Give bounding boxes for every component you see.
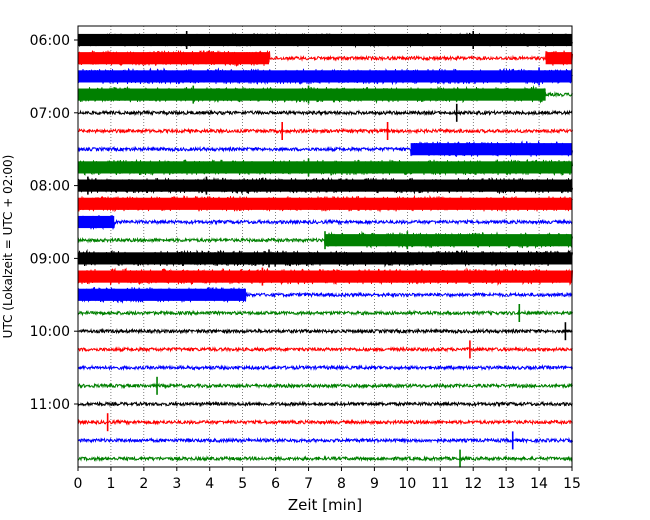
- trace-0815: [77, 194, 573, 213]
- trace-loud-segment: [78, 33, 572, 47]
- trace-1130: [78, 431, 573, 450]
- trace-waveform: [77, 455, 573, 462]
- x-axis-ticks: 0 1 2 3 4 5 6 7 8 9 10 11 12 13 14 15: [74, 467, 581, 492]
- trace-0600: [77, 31, 573, 49]
- trace-waveform: [77, 127, 573, 135]
- x-tick-label: 8: [337, 476, 346, 492]
- trace-0615: [77, 50, 573, 67]
- trace-waveform: [77, 214, 573, 231]
- trace-loud-segment: [545, 52, 572, 65]
- trace-waveform: [77, 309, 573, 317]
- trace-loud-segment: [78, 270, 572, 283]
- trace-waveform: [77, 109, 573, 117]
- x-tick-label: 2: [139, 476, 148, 492]
- trace-0945: [77, 304, 573, 322]
- y-tick-label: 08:00: [30, 179, 70, 195]
- trace-0745: [77, 158, 573, 177]
- x-tick-label: 12: [464, 476, 482, 492]
- trace-0800: [77, 176, 573, 195]
- trace-1145: [77, 449, 573, 468]
- x-tick-label: 5: [238, 476, 247, 492]
- y-tick-label: 10:00: [30, 324, 70, 340]
- x-tick-label: 1: [106, 476, 115, 492]
- trace-loud-segment: [78, 161, 572, 174]
- trace-0730: [77, 140, 573, 157]
- trace-loud-segment: [78, 52, 270, 65]
- x-tick-label: 4: [205, 476, 214, 492]
- trace-waveform: [77, 327, 573, 335]
- trace-waveform: [77, 364, 573, 372]
- x-tick-label: 10: [398, 476, 416, 492]
- trace-waveform: [78, 436, 573, 444]
- trace-loud-segment: [78, 70, 572, 83]
- x-tick-label: 15: [563, 476, 581, 492]
- y-tick-label: 11:00: [30, 397, 70, 413]
- trace-loud-segment: [78, 288, 246, 301]
- x-tick-label: 9: [370, 476, 379, 492]
- y-tick-label: 09:00: [30, 251, 70, 267]
- trace-waveform: [77, 345, 573, 353]
- y-axis-ticks: 06:00 07:00 08:00 09:00 10:00 11:00: [30, 33, 78, 413]
- trace-waveform: [77, 400, 573, 408]
- x-tick-label: 11: [431, 476, 449, 492]
- x-axis-label: Zeit [min]: [288, 496, 362, 514]
- trace-0845: [77, 230, 573, 250]
- x-tick-label: 7: [304, 476, 313, 492]
- trace-loud-segment: [325, 234, 572, 247]
- x-tick-label: 14: [530, 476, 548, 492]
- trace-loud-segment: [410, 143, 572, 156]
- trace-0715: [77, 122, 573, 140]
- plot-frame: [77, 25, 573, 468]
- trace-waveform: [77, 418, 573, 426]
- x-tick-label: 0: [74, 476, 83, 492]
- trace-loud-segment: [78, 215, 115, 229]
- trace-1100: [77, 400, 573, 408]
- x-tick-label: 13: [497, 476, 515, 492]
- y-tick-label: 06:00: [30, 33, 70, 49]
- trace-1015: [77, 340, 573, 359]
- trace-0645: [77, 85, 573, 104]
- trace-loud-segment: [78, 179, 572, 192]
- trace-0930: [77, 286, 573, 304]
- trace-1000: [77, 322, 573, 341]
- trace-0700: [77, 103, 573, 122]
- trace-1115: [77, 413, 573, 432]
- seismic-traces: [77, 31, 573, 468]
- trace-loud-segment: [78, 252, 572, 265]
- trace-1045: [77, 376, 573, 395]
- trace-0630: [77, 67, 573, 86]
- x-tick-label: 3: [172, 476, 181, 492]
- trace-0915: [77, 267, 573, 286]
- trace-loud-segment: [78, 88, 546, 101]
- trace-waveform: [77, 382, 573, 390]
- trace-loud-segment: [78, 197, 572, 210]
- trace-1030: [77, 364, 573, 372]
- x-tick-label: 6: [271, 476, 280, 492]
- trace-0900: [77, 248, 573, 268]
- y-axis-label: UTC (Lokalzeit = UTC + 02:00): [1, 155, 15, 339]
- trace-0830: [77, 214, 573, 231]
- y-tick-label: 07:00: [30, 106, 70, 122]
